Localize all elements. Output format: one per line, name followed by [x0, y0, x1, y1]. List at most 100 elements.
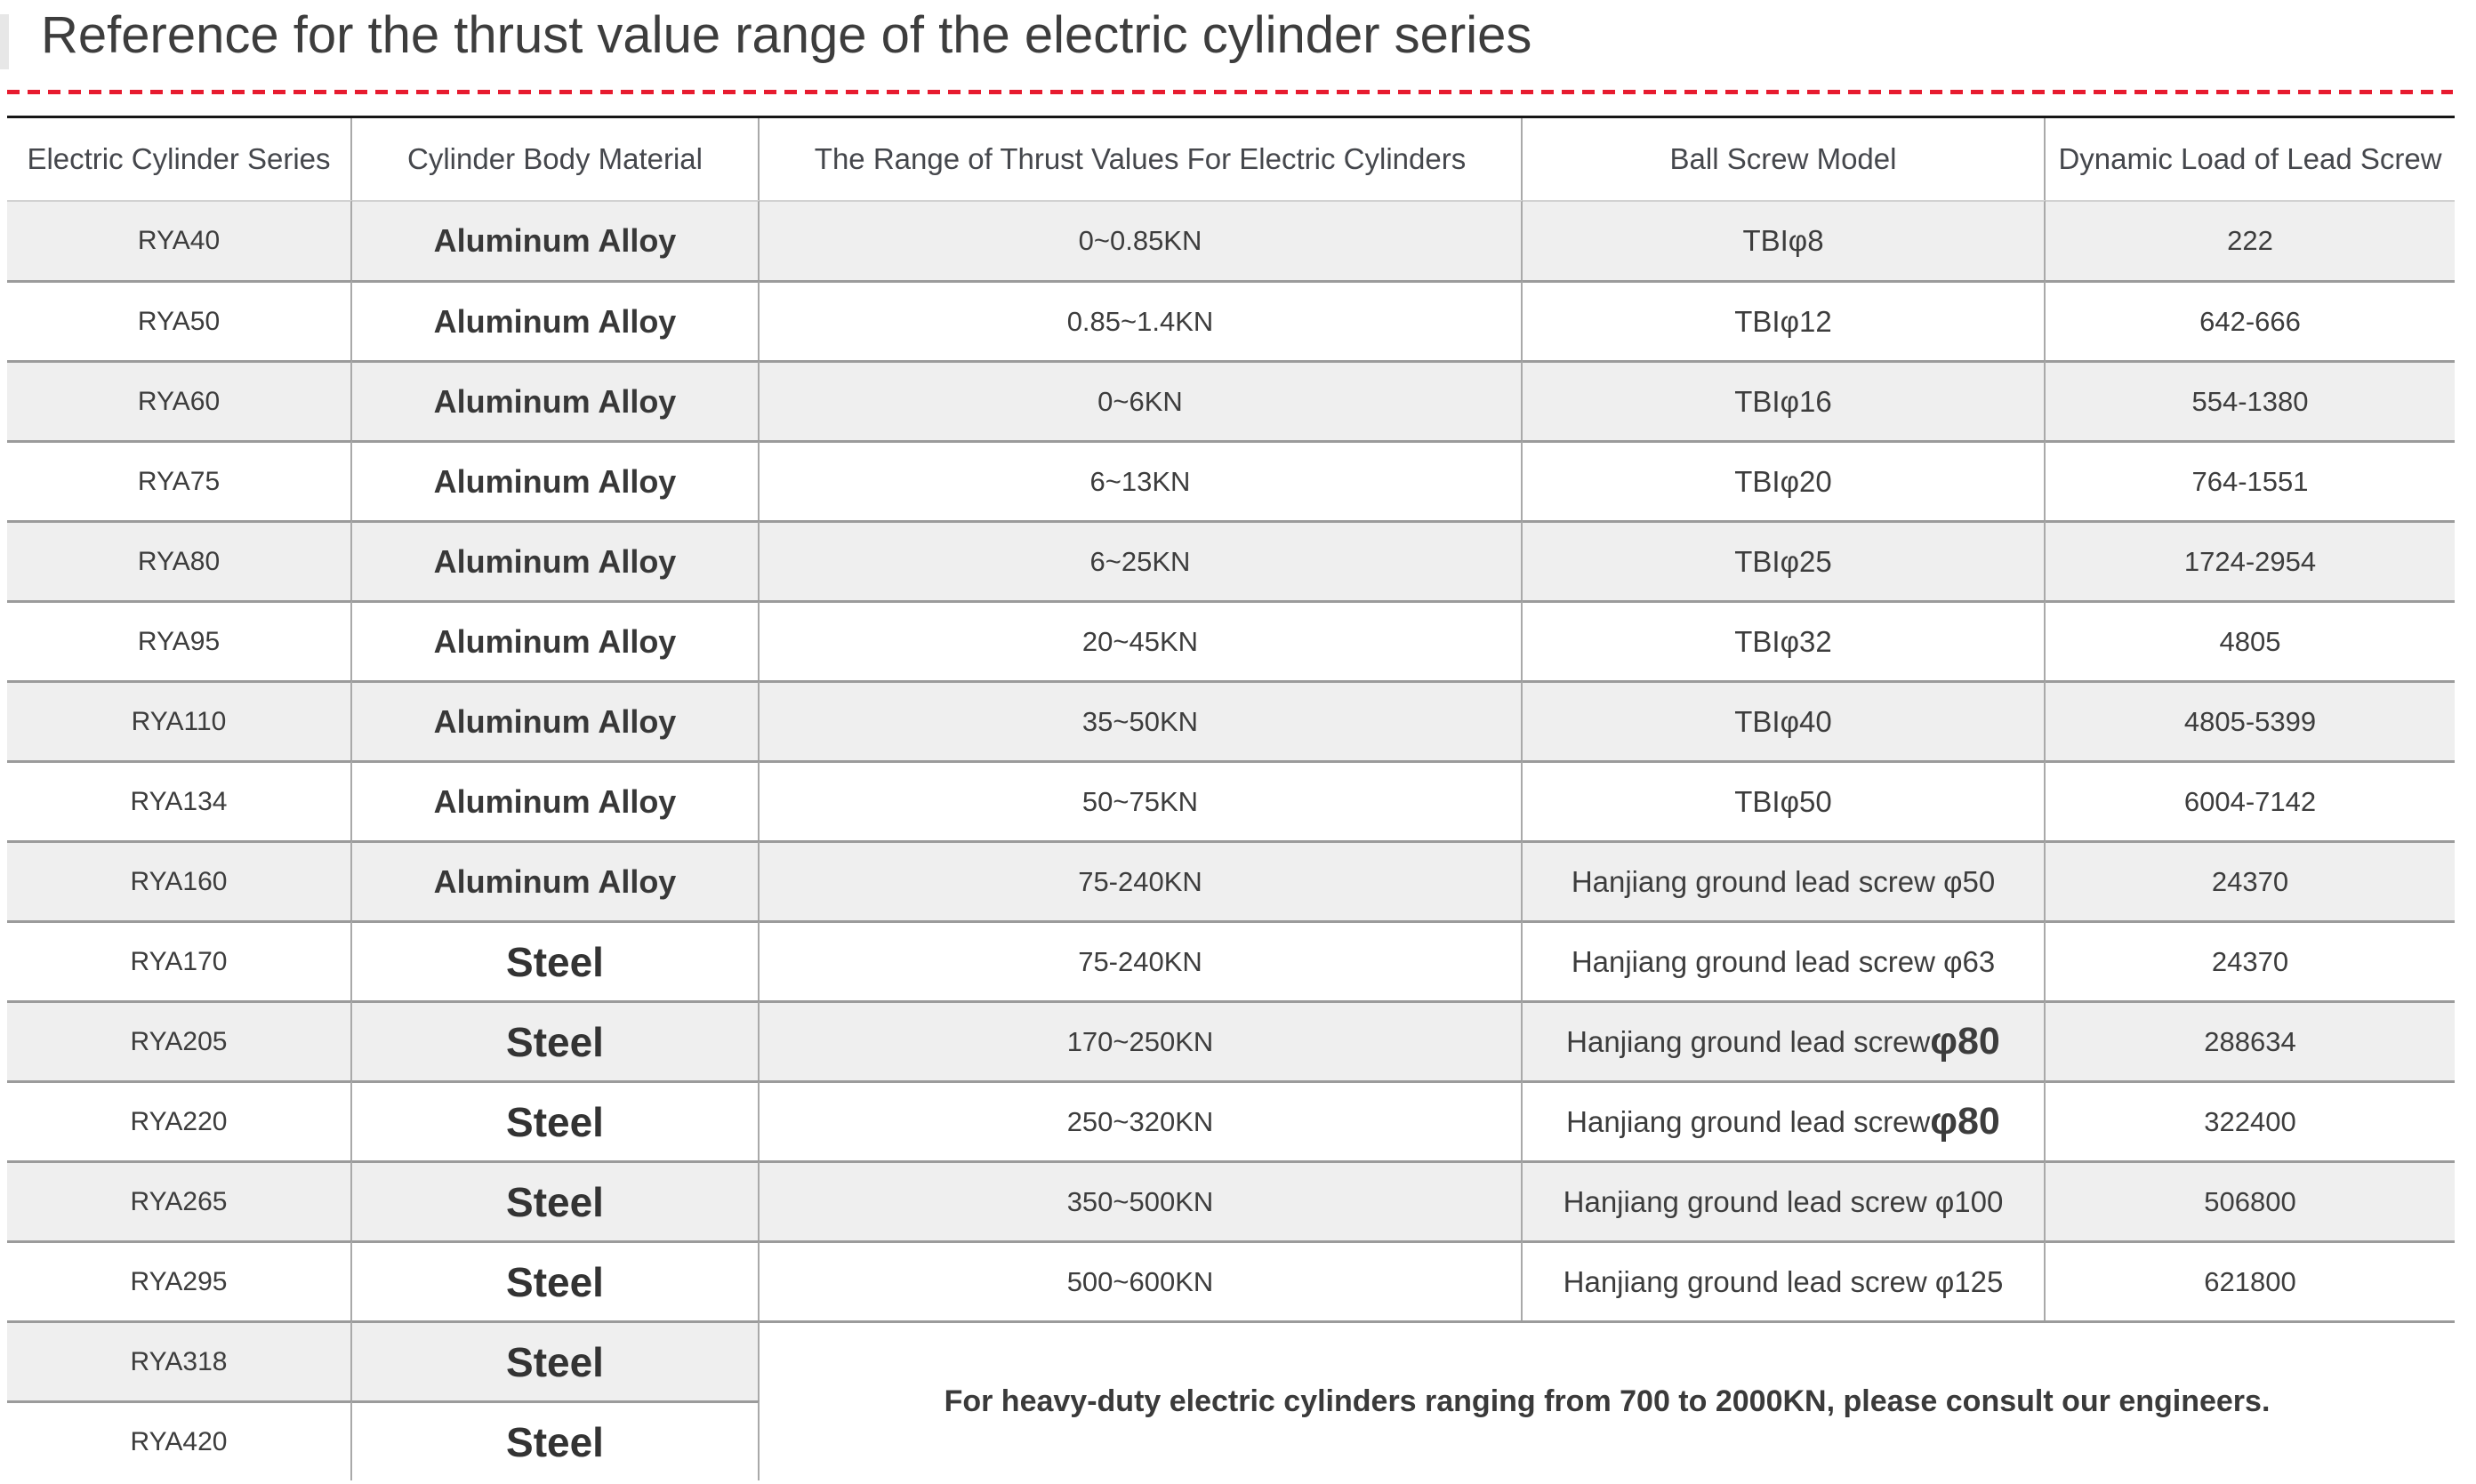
model-text: TBIφ12: [1734, 304, 1832, 338]
model-text: Hanjiang ground lead screw: [1566, 1104, 1931, 1138]
cell-material: Aluminum Alloy: [352, 360, 760, 440]
cell-series: RYA205: [7, 1000, 352, 1080]
cell-load: 24370: [2046, 920, 2455, 1000]
cell-thrust: 20~45KN: [760, 600, 1523, 680]
model-text: TBIφ50: [1734, 784, 1832, 818]
cell-load: 288634: [2046, 1000, 2455, 1080]
left-edge-mark: [0, 14, 9, 69]
cell-model: Hanjiang ground lead screw φ80: [1523, 1000, 2046, 1080]
cell-thrust: 75-240KN: [760, 840, 1523, 920]
cell-series: RYA420: [7, 1400, 352, 1480]
cell-series: RYA60: [7, 360, 352, 440]
cell-load: 4805-5399: [2046, 680, 2455, 760]
spec-table: Electric Cylinder Series Cylinder Body M…: [7, 116, 2455, 1480]
cell-series: RYA170: [7, 920, 352, 1000]
cell-series: RYA95: [7, 600, 352, 680]
cell-model: Hanjiang ground lead screw φ50: [1523, 840, 2046, 920]
cell-material: Steel: [352, 1240, 760, 1320]
cell-model: TBIφ25: [1523, 520, 2046, 600]
col-header-load: Dynamic Load of Lead Screw: [2046, 118, 2455, 200]
cell-thrust: 500~600KN: [760, 1240, 1523, 1320]
cell-series: RYA110: [7, 680, 352, 760]
cell-material: Aluminum Alloy: [352, 840, 760, 920]
cell-load: 322400: [2046, 1080, 2455, 1160]
cell-thrust: 35~50KN: [760, 680, 1523, 760]
cell-material: Steel: [352, 1000, 760, 1080]
cell-load: 642-666: [2046, 280, 2455, 360]
model-text: Hanjiang ground lead screw φ63: [1571, 944, 1996, 978]
cell-model: Hanjiang ground lead screw φ63: [1523, 920, 2046, 1000]
cell-load: 1724-2954: [2046, 520, 2455, 600]
cell-material: Steel: [352, 1320, 760, 1400]
model-text-large: φ80: [1930, 1020, 2000, 1063]
cell-material: Aluminum Alloy: [352, 280, 760, 360]
col-header-material: Cylinder Body Material: [352, 118, 760, 200]
cell-material: Steel: [352, 1160, 760, 1240]
cell-series: RYA75: [7, 440, 352, 520]
cell-series: RYA318: [7, 1320, 352, 1400]
page-title: Reference for the thrust value range of …: [41, 6, 1532, 64]
cell-model: TBIφ32: [1523, 600, 2046, 680]
model-text: TBIφ8: [1742, 224, 1824, 257]
cell-material: Steel: [352, 1080, 760, 1160]
cell-series: RYA265: [7, 1160, 352, 1240]
cell-series: RYA40: [7, 200, 352, 280]
cell-material: Aluminum Alloy: [352, 600, 760, 680]
cell-load: 621800: [2046, 1240, 2455, 1320]
model-text-large: φ80: [1930, 1100, 2000, 1143]
cell-model: TBIφ8: [1523, 200, 2046, 280]
cell-load: 554-1380: [2046, 360, 2455, 440]
model-text: Hanjiang ground lead screw φ125: [1563, 1264, 2004, 1298]
cell-material: Aluminum Alloy: [352, 680, 760, 760]
model-text: Hanjiang ground lead screw φ100: [1563, 1184, 2004, 1218]
cell-load: 764-1551: [2046, 440, 2455, 520]
cell-series: RYA80: [7, 520, 352, 600]
col-header-series: Electric Cylinder Series: [7, 118, 352, 200]
cell-series: RYA220: [7, 1080, 352, 1160]
cell-model: TBIφ50: [1523, 760, 2046, 840]
col-header-thrust: The Range of Thrust Values For Electric …: [760, 118, 1523, 200]
model-text: TBIφ16: [1734, 384, 1832, 418]
cell-thrust: 0~0.85KN: [760, 200, 1523, 280]
model-text: TBIφ25: [1734, 544, 1832, 578]
cell-model: Hanjiang ground lead screw φ100: [1523, 1160, 2046, 1240]
cell-material: Steel: [352, 1400, 760, 1480]
cell-model: Hanjiang ground lead screw φ80: [1523, 1080, 2046, 1160]
cell-series: RYA160: [7, 840, 352, 920]
footer-note-cell: For heavy-duty electric cylinders rangin…: [760, 1320, 2455, 1480]
cell-series: RYA295: [7, 1240, 352, 1320]
cell-thrust: 170~250KN: [760, 1000, 1523, 1080]
model-text: TBIφ20: [1734, 464, 1832, 498]
cell-load: 222: [2046, 200, 2455, 280]
model-text: TBIφ40: [1734, 704, 1832, 738]
cell-model: TBIφ20: [1523, 440, 2046, 520]
cell-load: 24370: [2046, 840, 2455, 920]
model-text: Hanjiang ground lead screw φ50: [1571, 864, 1996, 898]
cell-load: 506800: [2046, 1160, 2455, 1240]
cell-series: RYA134: [7, 760, 352, 840]
col-header-model: Ball Screw Model: [1523, 118, 2046, 200]
cell-model: TBIφ12: [1523, 280, 2046, 360]
cell-thrust: 50~75KN: [760, 760, 1523, 840]
cell-material: Aluminum Alloy: [352, 520, 760, 600]
cell-thrust: 6~25KN: [760, 520, 1523, 600]
cell-material: Steel: [352, 920, 760, 1000]
cell-thrust: 250~320KN: [760, 1080, 1523, 1160]
cell-load: 4805: [2046, 600, 2455, 680]
model-text: TBIφ32: [1734, 624, 1832, 658]
cell-load: 6004-7142: [2046, 760, 2455, 840]
cell-series: RYA50: [7, 280, 352, 360]
cell-model: Hanjiang ground lead screw φ125: [1523, 1240, 2046, 1320]
model-text: Hanjiang ground lead screw: [1566, 1024, 1931, 1058]
cell-material: Aluminum Alloy: [352, 440, 760, 520]
cell-model: TBIφ16: [1523, 360, 2046, 440]
cell-material: Aluminum Alloy: [352, 200, 760, 280]
cell-model: TBIφ40: [1523, 680, 2046, 760]
red-dashed-divider: [7, 90, 2453, 94]
cell-thrust: 350~500KN: [760, 1160, 1523, 1240]
cell-material: Aluminum Alloy: [352, 760, 760, 840]
cell-thrust: 75-240KN: [760, 920, 1523, 1000]
cell-thrust: 6~13KN: [760, 440, 1523, 520]
cell-thrust: 0.85~1.4KN: [760, 280, 1523, 360]
cell-thrust: 0~6KN: [760, 360, 1523, 440]
